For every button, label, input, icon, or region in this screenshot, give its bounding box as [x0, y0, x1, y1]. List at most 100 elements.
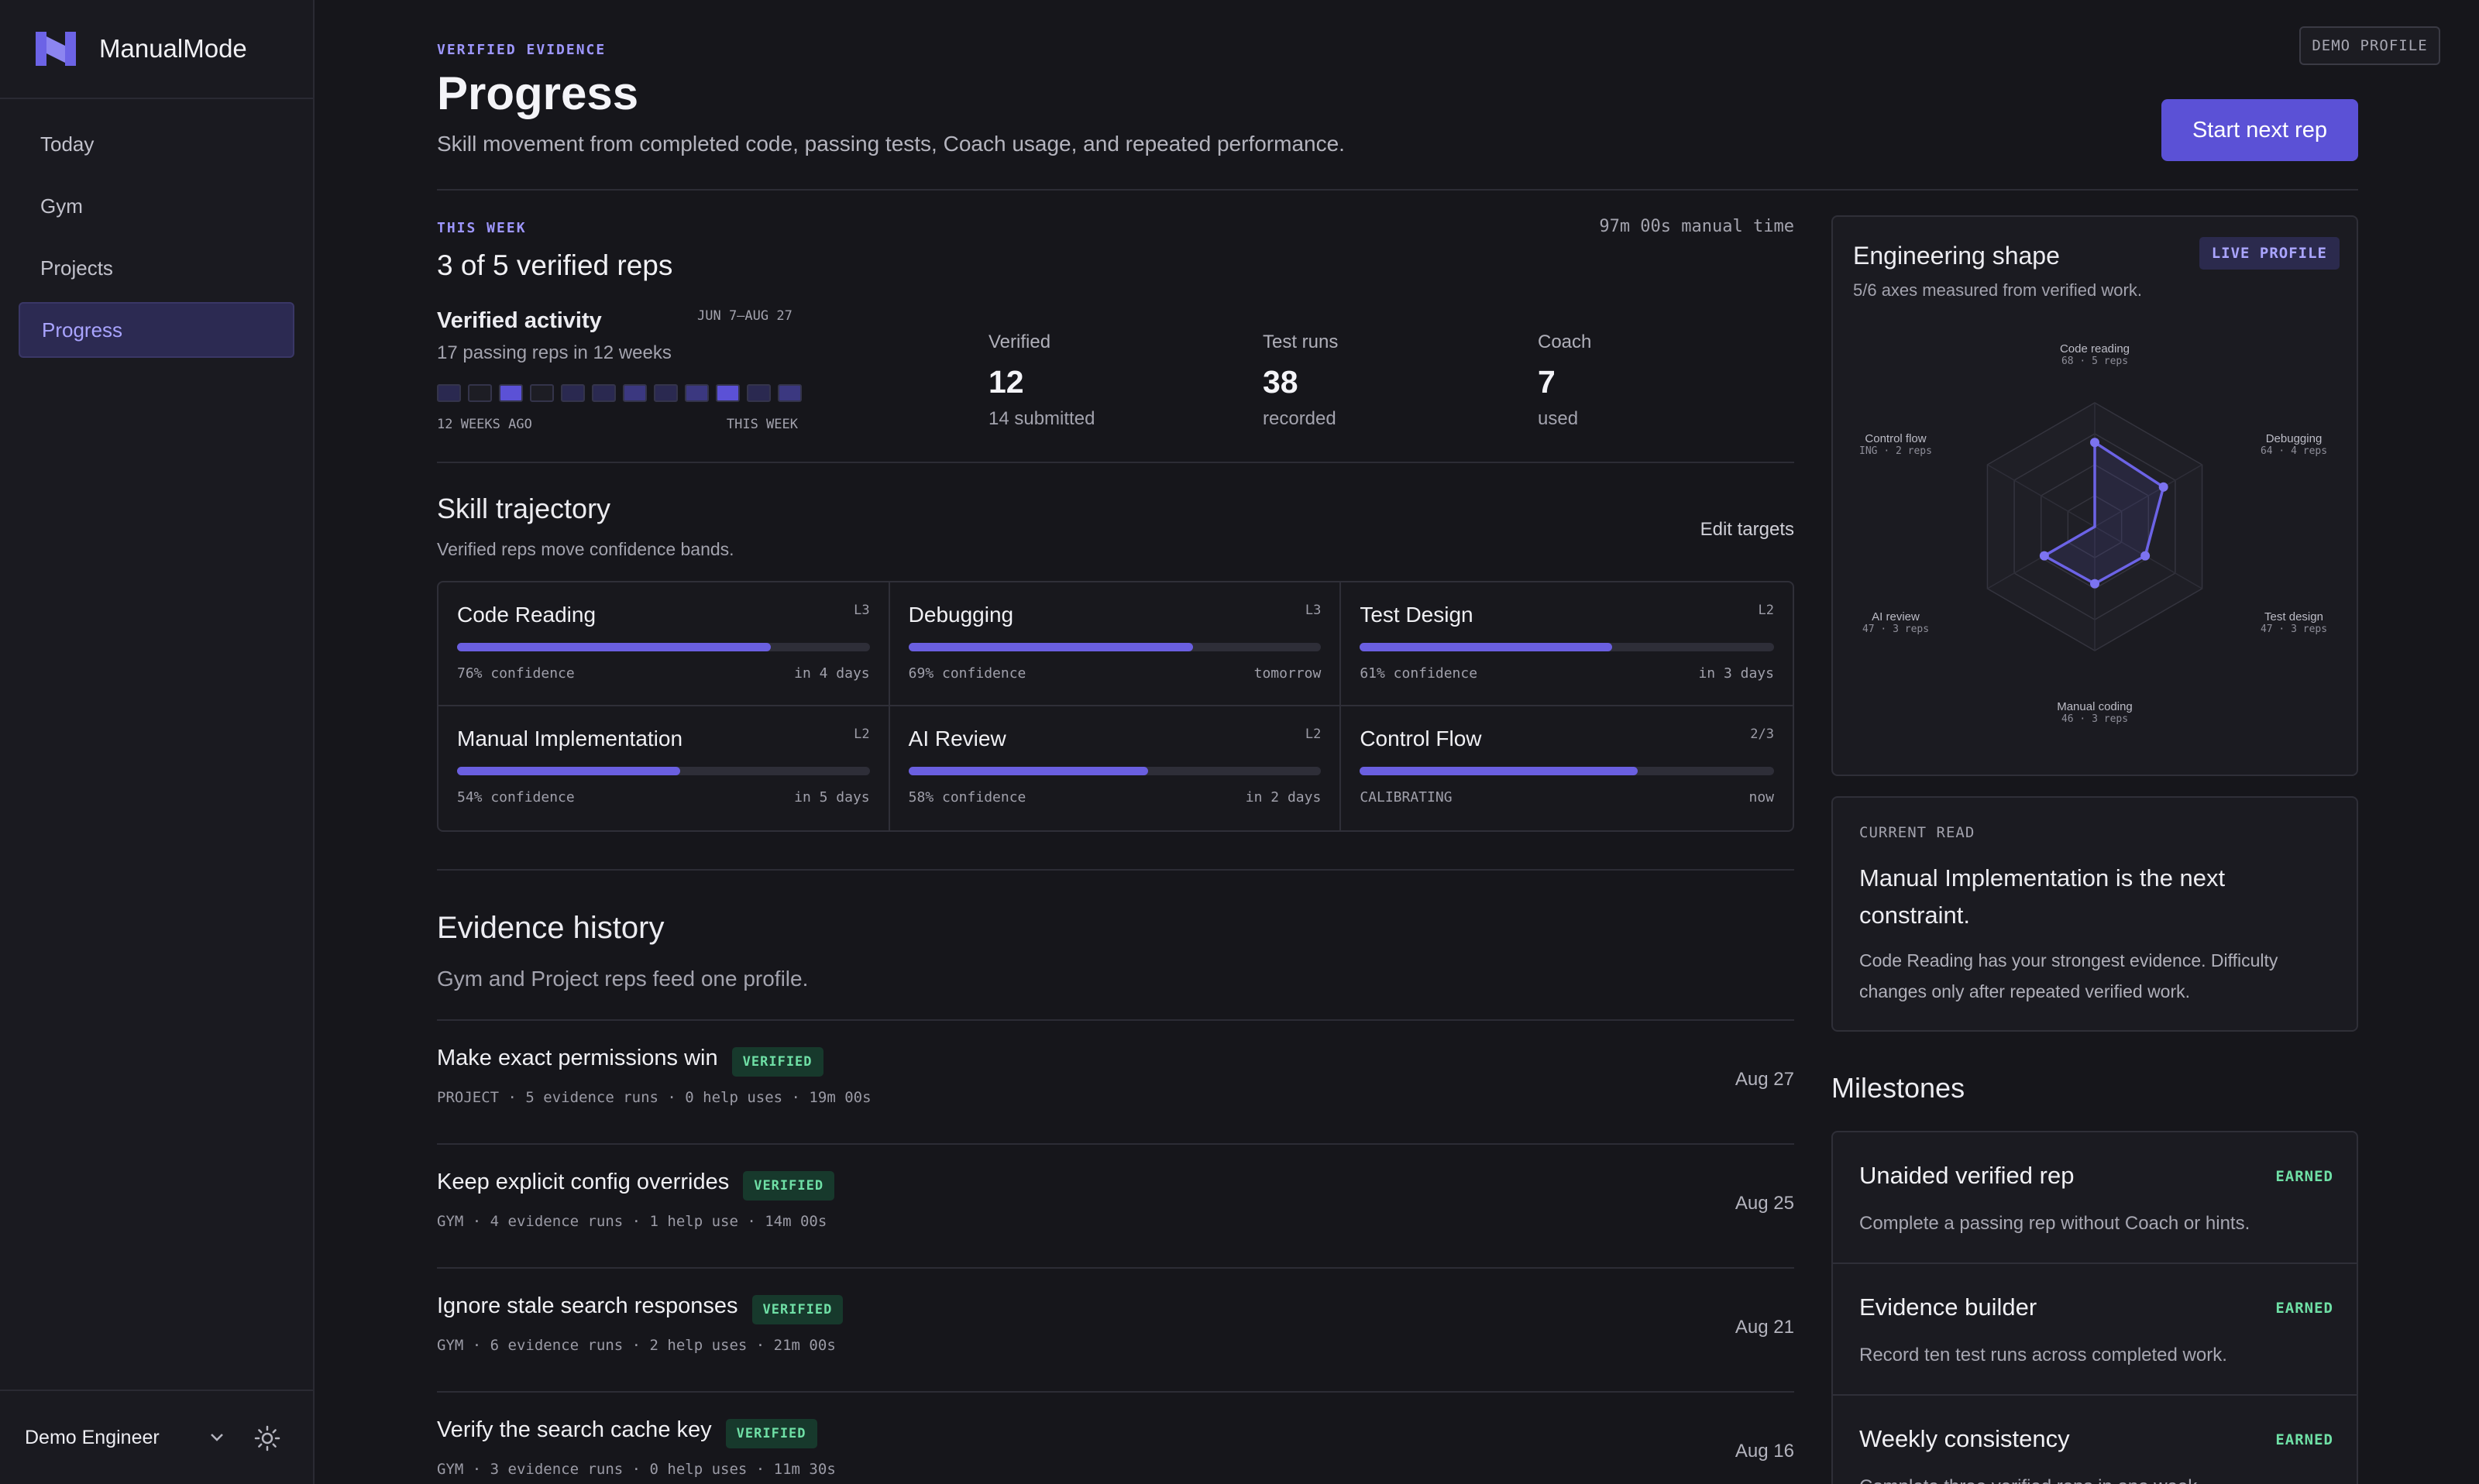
evidence-row[interactable]: Make exact permissions win VERIFIED PROJE…: [437, 1046, 1794, 1143]
activity-heatmap: [437, 384, 802, 402]
sidebar-item-gym[interactable]: Gym: [19, 178, 294, 234]
radar-axis-debugging: Debugging 64 · 4 reps: [2236, 432, 2352, 457]
radar-point: [2140, 551, 2151, 561]
skill-level: L3: [1305, 603, 1322, 618]
skill-confidence: 69% confidence: [908, 665, 1026, 682]
activity-title: Verified activity: [437, 308, 602, 333]
stat-value: 38: [1263, 364, 1298, 400]
evidence-row-meta: PROJECT · 5 evidence runs · 0 help uses …: [437, 1088, 872, 1106]
user-menu[interactable]: Demo Engineer: [0, 1390, 313, 1484]
skill-grid: Code Reading L3 76% confidence in 4 days …: [437, 581, 1794, 832]
verified-badge: VERIFIED: [751, 1294, 844, 1324]
skill-eta: in 2 days: [1245, 789, 1322, 806]
confidence-bar-fill: [908, 767, 1148, 775]
sidebar-item-today[interactable]: Today: [19, 116, 294, 172]
stat-label: Coach: [1538, 331, 1592, 352]
stat-label: Verified: [989, 331, 1051, 352]
milestone-status: EARNED: [2275, 1300, 2333, 1317]
skill-card-manual-implementation[interactable]: Manual Implementation L2 54% confidence i…: [438, 706, 890, 830]
milestone-desc: Complete three verified reps in one week…: [1859, 1476, 2202, 1484]
sidebar-item-label: Projects: [40, 256, 113, 280]
axis-sub: 47 · 3 reps: [2260, 623, 2328, 635]
axis-label: Test design: [2264, 610, 2323, 623]
skill-eta: in 4 days: [794, 665, 870, 682]
sidebar-item-projects[interactable]: Projects: [19, 240, 294, 296]
sidebar-item-progress[interactable]: Progress: [19, 302, 294, 358]
skill-level: 2/3: [1750, 727, 1774, 742]
milestones-title: Milestones: [1831, 1072, 1965, 1104]
confidence-bar: [908, 643, 1322, 651]
current-read-title: Manual Implementation is the next constr…: [1859, 864, 2226, 929]
brand[interactable]: ManualMode: [0, 0, 313, 99]
evidence-row-title: Make exact permissions win: [437, 1046, 718, 1070]
heatmap-cell: [437, 384, 461, 402]
confidence-bar: [908, 767, 1322, 775]
confidence-bar: [1360, 643, 1774, 651]
confidence-bar-fill: [1360, 767, 1638, 775]
divider: [437, 189, 2358, 191]
milestone-desc: Complete a passing rep without Coach or …: [1859, 1213, 2250, 1234]
skill-card-debugging[interactable]: Debugging L3 69% confidence tomorrow: [889, 582, 1342, 706]
skill-confidence: 54% confidence: [457, 789, 575, 806]
manual-time: 97m 00s manual time: [1599, 217, 1794, 236]
skill-confidence: 76% confidence: [457, 665, 575, 682]
heatmap-cell: [778, 384, 802, 402]
skills-title: Skill trajectory: [437, 493, 611, 524]
evidence-row-date: Aug 27: [1735, 1069, 1794, 1090]
sidebar: ManualMode Today Gym Projects Progress D…: [0, 0, 315, 1484]
start-next-rep-button[interactable]: Start next rep: [2161, 99, 2358, 161]
radar-spoke: [1987, 464, 2096, 527]
radar-axis-ai-review: AI review 47 · 3 reps: [1838, 610, 1954, 635]
radar-points: [2039, 438, 2168, 589]
divider: [437, 1143, 1794, 1145]
evidence-row[interactable]: Ignore stale search responses VERIFIED GY…: [437, 1293, 1794, 1391]
axis-label: Control flow: [1865, 432, 1927, 445]
heatmap-end-label: THIS WEEK: [726, 417, 798, 432]
radar-spoke: [2094, 464, 2202, 527]
axis-sub: 47 · 3 reps: [1862, 623, 1930, 635]
milestone-title: Evidence builder: [1859, 1293, 2037, 1321]
skill-card-ai-review[interactable]: AI Review L2 58% confidence in 2 days: [890, 706, 1342, 830]
divider: [437, 1019, 1794, 1021]
skill-name: Code Reading: [457, 603, 597, 627]
milestone-status: EARNED: [2275, 1431, 2333, 1448]
edit-targets-button[interactable]: Edit targets: [1700, 519, 1794, 540]
radar-axis-code-reading: Code reading 68 · 5 reps: [2017, 342, 2172, 367]
activity-range: JUN 7–AUG 27: [697, 308, 793, 324]
radar-point: [2090, 438, 2099, 448]
stat-coach: Coach 7 used: [1538, 331, 1591, 430]
evidence-row[interactable]: Verify the search cache key VERIFIED GYM …: [437, 1417, 1794, 1484]
heatmap-cell: [747, 384, 771, 402]
divider: [437, 1391, 1794, 1393]
radar-axis-test-design: Test design 47 · 3 reps: [2236, 610, 2352, 635]
current-read-eyebrow: CURRENT READ: [1859, 824, 1975, 841]
user-name: Demo Engineer: [25, 1426, 160, 1448]
radar-point: [2090, 579, 2099, 589]
confidence-bar-fill: [457, 767, 680, 775]
current-read-body: Code Reading has your strongest evidence…: [1859, 950, 2278, 1001]
skill-level: L3: [854, 603, 870, 618]
evidence-row[interactable]: Keep explicit config overrides VERIFIED G…: [437, 1170, 1794, 1267]
skills-subtitle: Verified reps move confidence bands.: [437, 539, 734, 559]
skill-card-code-reading[interactable]: Code Reading L3 76% confidence in 4 days: [438, 582, 890, 706]
radar-point: [2039, 551, 2049, 561]
chevron-down-icon[interactable]: [206, 1427, 228, 1448]
heatmap-cell: [623, 384, 647, 402]
skill-card-test-design[interactable]: Test Design L2 61% confidence in 3 days: [1341, 582, 1793, 706]
evidence-title: Evidence history: [437, 911, 665, 945]
sun-icon[interactable]: [254, 1425, 280, 1451]
current-read-card: CURRENT READ Manual Implementation is th…: [1831, 796, 2358, 1032]
milestone-title: Weekly consistency: [1859, 1425, 2070, 1452]
verified-badge: VERIFIED: [725, 1418, 817, 1448]
milestone-title: Unaided verified rep: [1859, 1162, 2075, 1189]
confidence-bar-fill: [1360, 643, 1613, 651]
live-profile-badge[interactable]: LIVE PROFILE: [2199, 237, 2340, 270]
skill-eta: in 3 days: [1698, 665, 1774, 682]
heatmap-cell: [468, 384, 492, 402]
verified-badge: VERIFIED: [731, 1046, 823, 1077]
skill-card-control-flow[interactable]: Control Flow 2/3 CALIBRATING now: [1341, 706, 1793, 830]
radar-axis-manual-coding: Manual coding 46 · 3 reps: [2017, 700, 2172, 725]
skill-confidence: 61% confidence: [1360, 665, 1478, 682]
demo-profile-badge[interactable]: DEMO PROFILE: [2299, 26, 2440, 65]
page-subtitle: Skill movement from completed code, pass…: [437, 132, 1345, 156]
